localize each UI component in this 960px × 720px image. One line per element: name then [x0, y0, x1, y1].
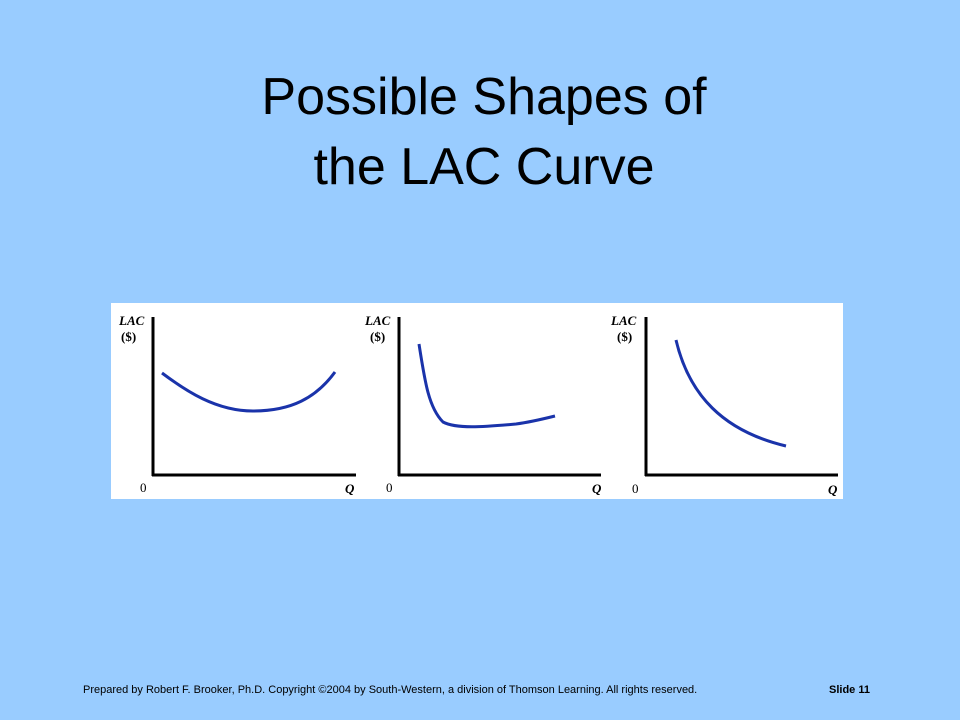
- origin-label: 0: [386, 480, 393, 495]
- y-axis-unit: ($): [370, 329, 385, 344]
- x-axis-label: Q: [828, 482, 838, 497]
- slide-number: Slide 11: [829, 684, 870, 696]
- y-axis-label: LAC: [118, 313, 145, 328]
- slide-title-line-2: the LAC Curve: [313, 138, 655, 196]
- y-axis-unit: ($): [121, 329, 136, 344]
- lac-diagram-downward-sloping: LAC ($) 0 Q: [610, 313, 838, 497]
- footer-credit: Prepared by Robert F. Brooker, Ph.D. Cop…: [83, 684, 698, 696]
- origin-label: 0: [632, 481, 639, 496]
- x-axis-label: Q: [592, 481, 602, 496]
- lac-curve-u-shaped: [161, 371, 337, 413]
- lac-diagram-l-shaped: LAC ($) 0 Q: [364, 313, 602, 496]
- slide-title-line-1: Possible Shapes of: [261, 68, 707, 126]
- lac-curve-downward-sloping: [674, 339, 787, 448]
- lac-diagrams-panel: LAC ($) 0 Q LAC ($) 0 Q LAC ($) 0 Q: [111, 303, 843, 499]
- x-axis-label: Q: [345, 481, 355, 496]
- lac-diagram-u-shaped: LAC ($) 0 Q: [118, 313, 356, 496]
- lac-curve-l-shaped: [417, 343, 556, 429]
- origin-label: 0: [140, 480, 147, 495]
- slide-title: Possible Shapes of the LAC Curve: [0, 62, 960, 202]
- lac-diagrams-svg: LAC ($) 0 Q LAC ($) 0 Q LAC ($) 0 Q: [118, 313, 838, 497]
- y-axis-unit: ($): [617, 329, 632, 344]
- y-axis-label: LAC: [364, 313, 391, 328]
- y-axis-label: LAC: [610, 313, 637, 328]
